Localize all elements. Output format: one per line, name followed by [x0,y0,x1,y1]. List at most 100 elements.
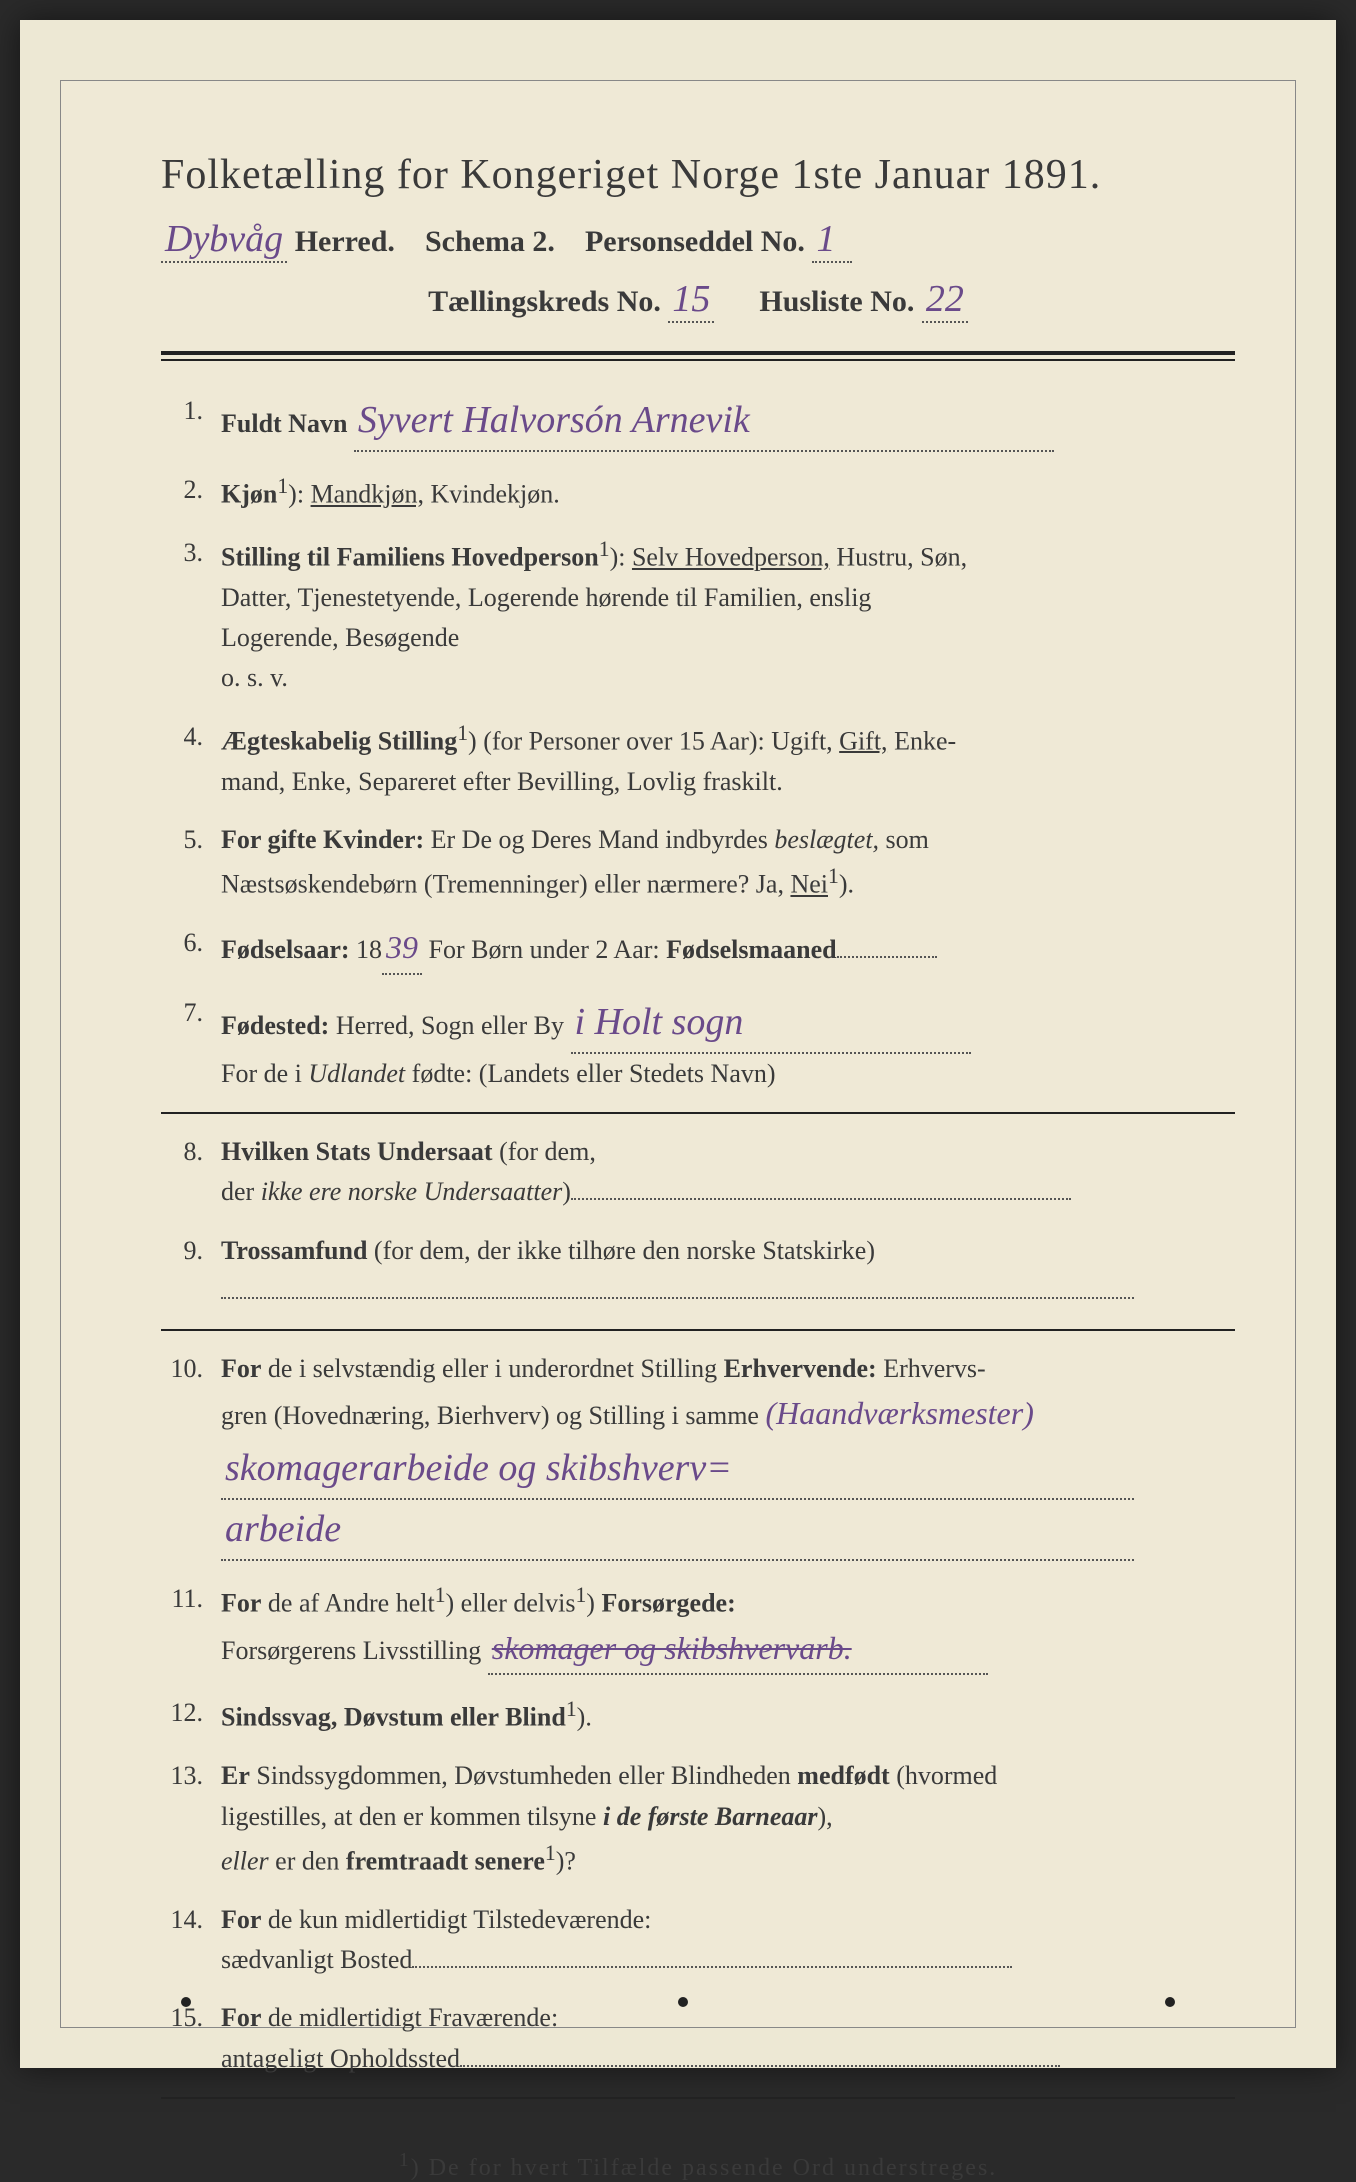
main-title: Folketælling for Kongeriget Norge 1ste J… [161,151,1235,199]
census-form-page: Folketælling for Kongeriget Norge 1ste J… [20,20,1336,2068]
q2-rest: Kvindekjøn. [430,480,559,509]
footnote-text: ) De for hvert Tilfælde passende Ord und… [411,2155,998,2181]
question-2: 2. Kjøn1): Mandkjøn, Kvindekjøn. [161,470,1235,515]
q13-body: Er Sindssygdommen, Døvstumheden eller Bl… [221,1756,1235,1882]
question-15: 15. For de midlertidigt Fraværende: anta… [161,1998,1235,2079]
question-1: 1. Fuldt Navn Syvert Halvorsón Arnevik [161,391,1235,452]
question-6: 6. Fødselsaar: 1839 For Børn under 2 Aar… [161,923,1235,975]
q4-paren: (for Personer over 15 Aar): [477,726,772,755]
q8-num: 8. [161,1132,221,1213]
q11-b: Forsørgede: [601,1588,735,1617]
q7-l2a: For de i [221,1059,308,1088]
q6-body: Fødselsaar: 1839 For Børn under 2 Aar: F… [221,923,1235,975]
q1-num: 1. [161,391,221,452]
q15-l2: antageligt Opholdssted [221,2044,460,2073]
q6-blank [837,956,937,958]
q5-ital: beslægtet, [774,825,879,854]
q9-body: Trossamfund (for dem, der ikke tilhøre d… [221,1231,1235,1312]
tkreds-label: Tællingskreds No. [428,285,661,318]
q2-num: 2. [161,470,221,515]
q13-t2: (hvormed [890,1761,998,1790]
question-12: 12. Sindssvag, Døvstum eller Blind1). [161,1693,1235,1738]
q10-num: 10. [161,1349,221,1561]
q10-t2: Erhvervs- [877,1354,986,1383]
question-13: 13. Er Sindssygdommen, Døvstumheden elle… [161,1756,1235,1882]
husliste-no: 22 [922,277,968,323]
q7-num: 7. [161,993,221,1094]
q5-t2: som [879,825,929,854]
q7-t1: Herred, Sogn eller By [329,1011,570,1040]
q10-hand2: arbeide [221,1500,1134,1561]
q5-sup: 1 [828,864,839,888]
q10-body: For de i selvstændig eller i underordnet… [221,1349,1235,1561]
q13-l3c: )? [556,1847,576,1876]
hole-mark [1165,1997,1175,2007]
q13-l2b: ), [817,1802,832,1831]
q11-t2: ) eller delvis [446,1588,576,1617]
hole-mark [678,1997,688,2007]
q3-l4: o. s. v. [221,663,288,692]
q7-ital: Udlandet [308,1059,405,1088]
q6-num: 6. [161,923,221,975]
q13-t1: Sindssygdommen, Døvstumheden eller Blind… [250,1761,797,1790]
q14-t: de kun midlertidigt Tilstedeværende: [261,1905,651,1934]
q5-label: For gifte Kvinder: [221,825,424,854]
q14-num: 14. [161,1900,221,1981]
q7-hand: i Holt sogn [571,993,971,1054]
q6-yp: 18 [350,935,383,964]
q15-blank [460,2065,1060,2067]
q11-t3: ) [586,1588,601,1617]
q15-t: de midlertidigt Fraværende: [261,2003,558,2032]
q11-t1: de af Andre helt [261,1588,434,1617]
double-rule [161,351,1235,361]
q3-l1b: Hustru, Søn, [830,543,967,572]
herred-label: Herred. [295,225,395,258]
q7-l2b: fødte: (Landets eller Stedets Navn) [405,1059,775,1088]
q5-num: 5. [161,820,221,905]
q2-body: Kjøn1): Mandkjøn, Kvindekjøn. [221,470,1235,515]
q13-b1: medfødt [797,1761,889,1790]
q10-hand1: skomagerarbeide og skibshverv= [221,1439,1134,1500]
q13-b3: fremtraadt senere [346,1847,545,1876]
q4-body: Ægteskabelig Stilling1) (for Personer ov… [221,717,1235,802]
q1-value: Syvert Halvorsón Arnevik [354,391,1054,452]
q10-t1: de i selvstændig eller i underordnet Sti… [261,1354,723,1383]
q1-label: Fuldt Navn [221,409,347,438]
q3-body: Stilling til Familiens Hovedperson1): Se… [221,533,1235,699]
question-3: 3. Stilling til Familiens Hovedperson1):… [161,533,1235,699]
q8-blank [571,1198,1071,1200]
q14-l2: sædvanligt Bosted [221,1945,412,1974]
question-9: 9. Trossamfund (for dem, der ikke tilhør… [161,1231,1235,1312]
q2-underlined: Mandkjøn, [311,480,424,509]
q3-l3: Logerende, Besøgende [221,623,459,652]
q10-b1: Erhvervende: [724,1354,877,1383]
q12-body: Sindssvag, Døvstum eller Blind1). [221,1693,1235,1738]
q3-label: Stilling til Familiens Hovedperson [221,543,599,572]
q4-num: 4. [161,717,221,802]
q8-label: Hvilken Stats Undersaat [221,1137,493,1166]
q9-t: (for dem, der ikke tilhøre den norske St… [367,1236,875,1265]
personseddel-label: Personseddel No. [585,225,805,258]
question-10: 10. For de i selvstændig eller i underor… [161,1349,1235,1561]
schema-label: Schema 2. [425,225,555,258]
question-4: 4. Ægteskabelig Stilling1) (for Personer… [161,717,1235,802]
q13-l2a: ligestilles, at den er kommen tilsyne [221,1802,603,1831]
q15-num: 15. [161,1998,221,2079]
tkreds-no: 15 [668,277,714,323]
q9-num: 9. [161,1231,221,1312]
q8-t: (for dem, [493,1137,596,1166]
q3-num: 3. [161,533,221,699]
q13-l3b: er den [269,1847,346,1876]
question-11: 11. For de af Andre helt1) eller delvis1… [161,1579,1235,1676]
q11-s2: 1 [575,1583,586,1607]
q5-l2a: Næstsøskendebørn (Tremenninger) eller næ… [221,870,790,899]
q14-blank [412,1966,1012,1968]
q11-l2: Forsørgerens Livsstilling [221,1636,481,1665]
q6-mid: For Børn under 2 Aar: [422,935,666,964]
q1-body: Fuldt Navn Syvert Halvorsón Arnevik [221,391,1235,452]
q12-label: Sindssvag, Døvstum eller Blind [221,1703,566,1732]
footnote: 1) De for hvert Tilfælde passende Ord un… [161,2149,1235,2182]
q11-body: For de af Andre helt1) eller delvis1) Fo… [221,1579,1235,1676]
q4-a: Ugift, [771,726,839,755]
personseddel-no: 1 [812,217,852,263]
